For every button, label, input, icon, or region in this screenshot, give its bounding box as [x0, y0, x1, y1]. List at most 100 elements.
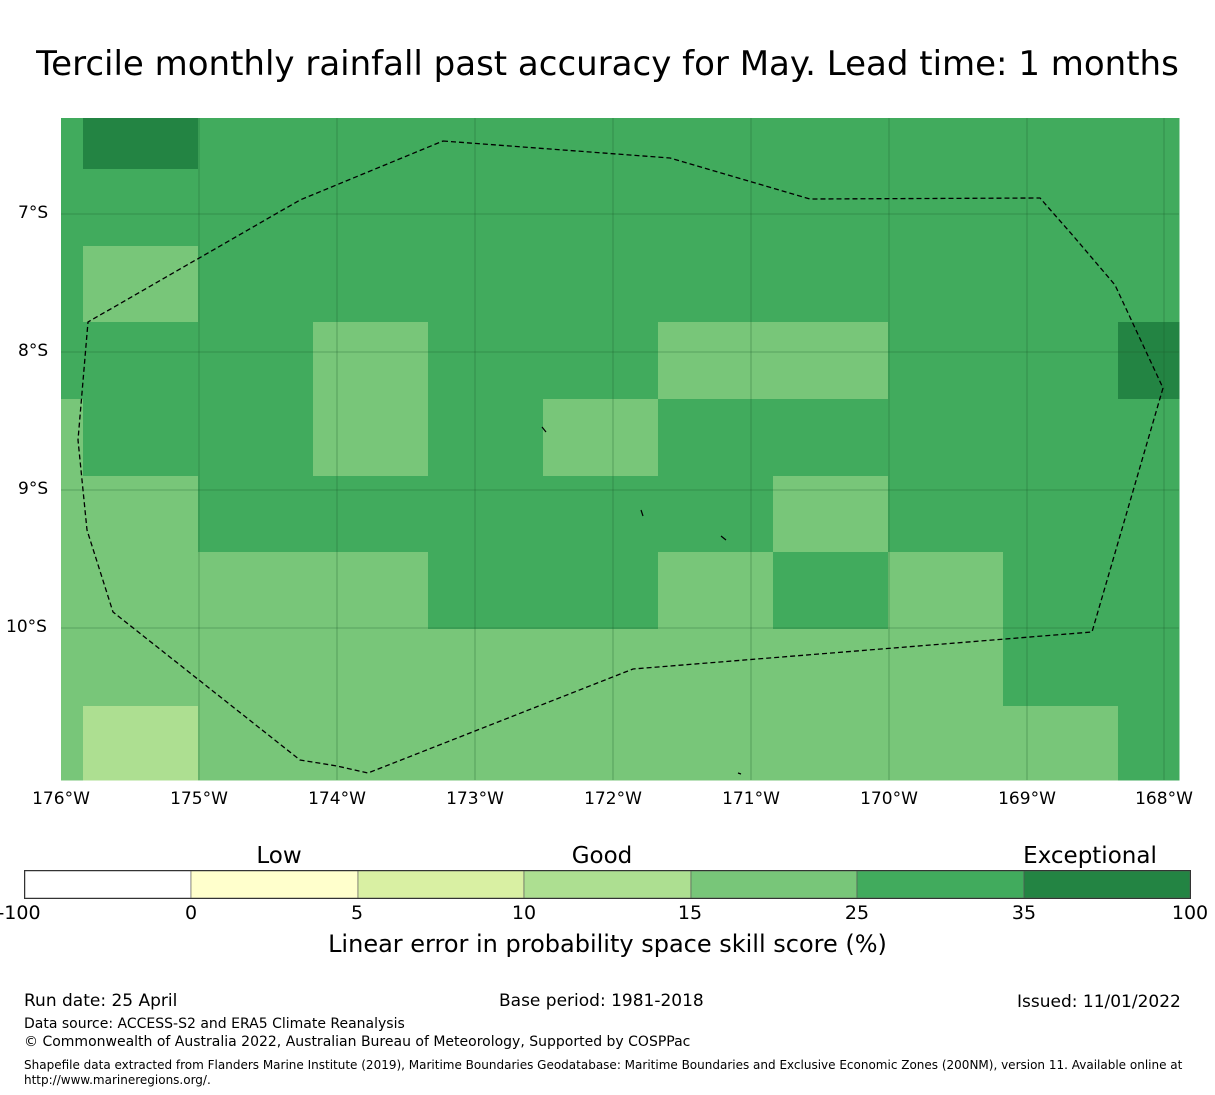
- grid-cell: [428, 706, 544, 781]
- grid-cell: [313, 629, 429, 707]
- grid-cell: [313, 118, 429, 170]
- grid-cell: [83, 246, 199, 323]
- shapefile-credit: Shapefile data extracted from Flanders M…: [24, 1058, 1183, 1087]
- lon-label-175w: 175°W: [170, 789, 228, 809]
- grid-cell: [658, 322, 774, 400]
- grid-cell: [658, 118, 774, 170]
- graticule: [61, 118, 1179, 780]
- grid-cell: [83, 629, 199, 707]
- colorbar-tick: 5: [350, 902, 364, 924]
- grid-cell: [61, 476, 84, 553]
- grid-cell: [773, 246, 889, 323]
- lon-label-171w: 171°W: [722, 789, 780, 809]
- grid-cell: [198, 552, 314, 630]
- grid-cell: [543, 322, 659, 400]
- grid-cell: [773, 552, 889, 630]
- grid-cell: [888, 399, 1004, 477]
- colorbar-swatch: [190, 870, 359, 899]
- colorbar-label: Linear error in probability space skill …: [328, 930, 887, 958]
- grid-cell: [83, 706, 199, 781]
- grid-cell: [1003, 476, 1119, 553]
- grid-cell: [61, 118, 84, 170]
- grid-cell: [83, 169, 199, 247]
- colorbar-swatches: [24, 870, 1191, 899]
- lat-label-10s: 10°S: [6, 617, 47, 637]
- data-source: Data source: ACCESS-S2 and ERA5 Climate …: [24, 1016, 405, 1032]
- colorbar-frame: [24, 870, 1191, 899]
- map-title: Tercile monthly rainfall past accuracy f…: [36, 44, 1179, 84]
- grid-cell: [888, 322, 1004, 400]
- colorbar-tick: 10: [511, 902, 537, 924]
- colorbar-tick: 35: [1011, 902, 1037, 924]
- grid-cell: [1118, 169, 1180, 247]
- grid-cell: [61, 629, 84, 707]
- grid-cell: [428, 629, 544, 707]
- grid-cell: [61, 399, 84, 477]
- grid-cell: [543, 399, 659, 477]
- grid-cell: [658, 399, 774, 477]
- grid-cell: [888, 246, 1004, 323]
- grid-cell: [888, 552, 1004, 630]
- colorbar-category-good: Good: [571, 843, 633, 869]
- grid-cell: [313, 399, 429, 477]
- colorbar-tick: 15: [677, 902, 703, 924]
- copyright-notice: © Commonwealth of Australia 2022, Austra…: [24, 1034, 691, 1050]
- grid-cell: [61, 706, 84, 781]
- island-marker: [640, 509, 644, 517]
- eez-boundary: [77, 140, 1164, 774]
- grid-cell: [1003, 399, 1119, 477]
- grid-cell: [428, 552, 544, 630]
- grid-cell: [61, 246, 84, 323]
- grid-cell: [658, 629, 774, 707]
- colorbar-category-low: Low: [256, 843, 302, 869]
- island-marker: [541, 426, 547, 433]
- colorbar-swatch: [24, 870, 192, 899]
- colorbar-tick: 0: [184, 902, 198, 924]
- lat-label-8s: 8°S: [18, 341, 49, 361]
- map-panel: [61, 118, 1180, 781]
- lon-label-168w: 168°W: [1135, 789, 1193, 809]
- colorbar-tick: 100: [1171, 902, 1209, 924]
- grid-cell: [773, 476, 889, 553]
- grid-cell: [543, 118, 659, 170]
- run-date: Run date: 25 April: [24, 991, 178, 1011]
- grid-cell: [428, 169, 544, 247]
- grid-cell: [61, 322, 84, 400]
- grid-cell: [428, 322, 544, 400]
- grid-cell: [773, 399, 889, 477]
- grid-cell: [888, 706, 1004, 781]
- grid-cell: [428, 476, 544, 553]
- grid-cell: [658, 476, 774, 553]
- grid-cell: [773, 169, 889, 247]
- grid-cell: [83, 322, 199, 400]
- grid-cell: [543, 706, 659, 781]
- grid-cell: [658, 706, 774, 781]
- grid-cell: [198, 399, 314, 477]
- grid-cell: [83, 476, 199, 553]
- grid-cell: [1118, 552, 1180, 630]
- grid-cell: [543, 169, 659, 247]
- grid-cell: [198, 322, 314, 400]
- grid-cell: [1118, 476, 1180, 553]
- grid-cell: [773, 322, 889, 400]
- lat-label-7s: 7°S: [18, 203, 49, 223]
- grid-cell: [198, 169, 314, 247]
- island-marker: [737, 772, 742, 775]
- lat-label-9s: 9°S: [18, 479, 49, 499]
- colorbar-swatch: [856, 870, 1025, 899]
- grid-cell: [658, 552, 774, 630]
- grid-cell: [543, 552, 659, 630]
- grid-cell: [83, 552, 199, 630]
- grid-cell: [543, 246, 659, 323]
- colorbar: [24, 870, 1191, 899]
- grid-cell: [428, 246, 544, 323]
- lon-label-174w: 174°W: [308, 789, 366, 809]
- grid-cell: [1003, 118, 1119, 170]
- islands: [541, 426, 742, 775]
- skill-score-grid: [61, 118, 1180, 781]
- grid-cell: [1003, 322, 1119, 400]
- grid-cell: [543, 629, 659, 707]
- colorbar-swatch: [523, 870, 692, 899]
- grid-cell: [313, 169, 429, 247]
- grid-cell: [1118, 246, 1180, 323]
